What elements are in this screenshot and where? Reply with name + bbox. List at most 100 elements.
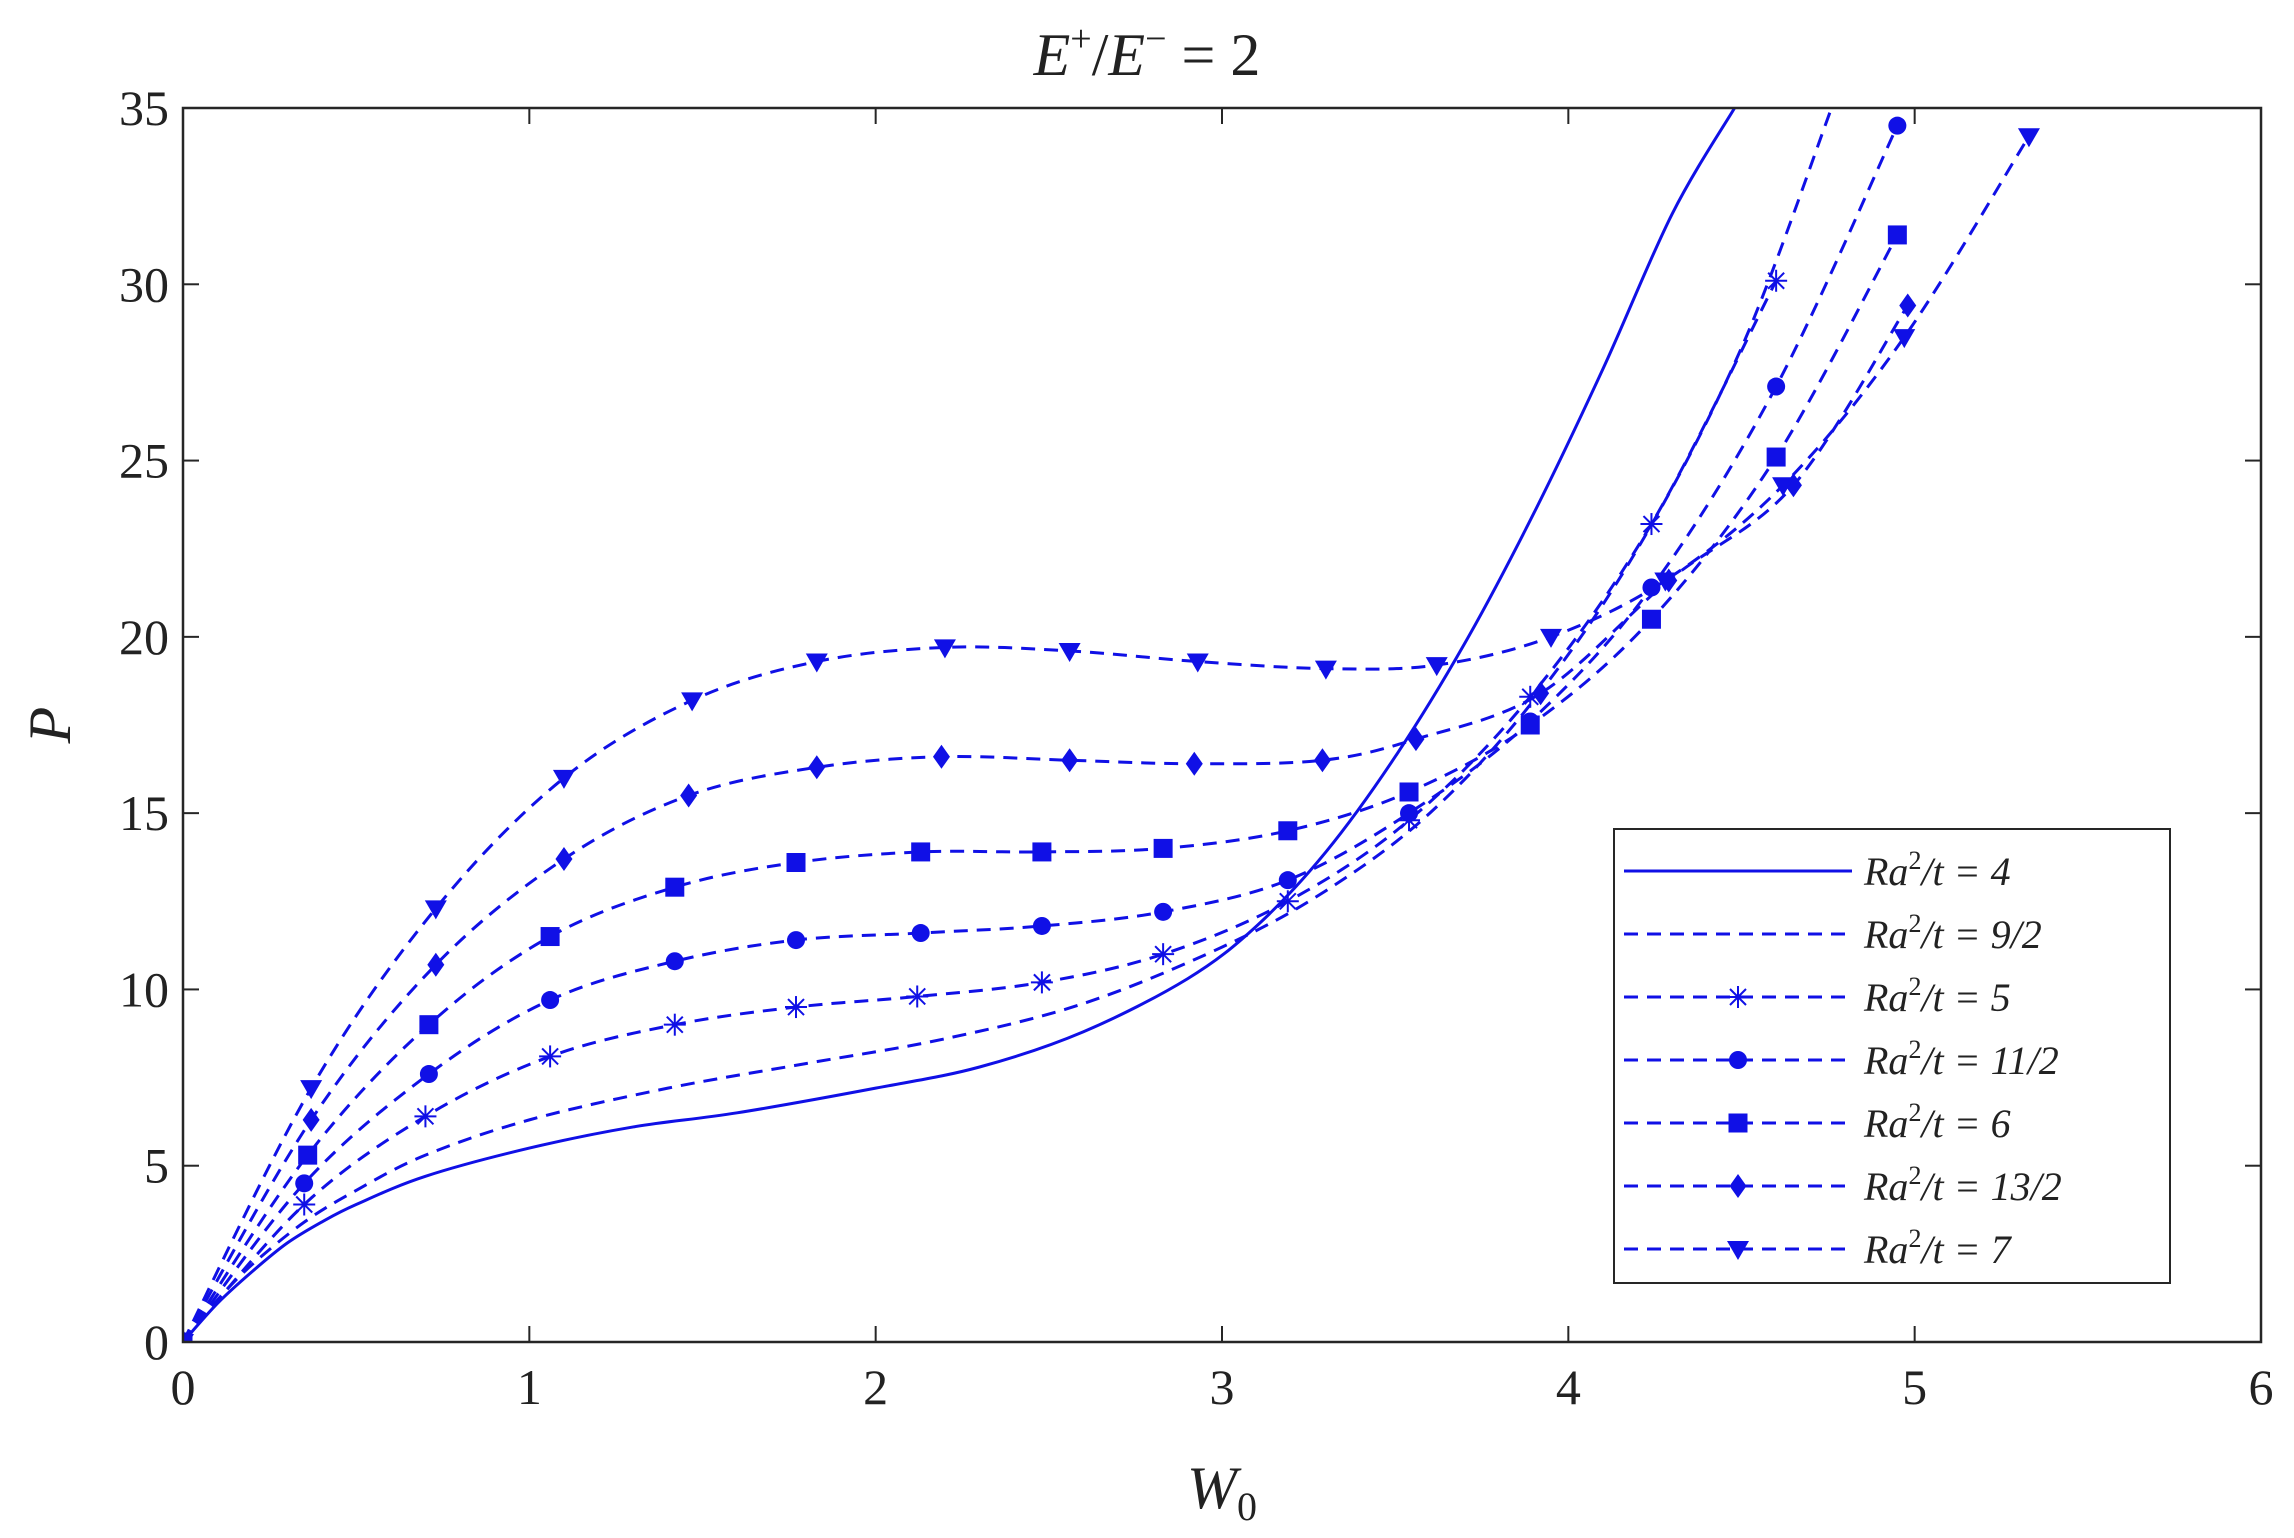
series-line — [183, 280, 1778, 1342]
data-point — [1032, 842, 1052, 862]
data-point — [555, 846, 573, 871]
legend-entry-3: Ra2/t = 5 — [1624, 972, 2011, 1020]
legend-entry-6: Ra2/t = 13/2 — [1624, 1161, 2062, 1209]
xlabel-sub: 0 — [1237, 1484, 1257, 1529]
data-point — [1765, 269, 1788, 292]
svg-text:E+/E− = 2: E+/E− = 2 — [1033, 18, 1261, 88]
data-point — [906, 985, 929, 1008]
data-point — [540, 927, 560, 947]
data-point — [933, 639, 956, 659]
title-eq: = 2 — [1167, 22, 1261, 88]
data-point — [663, 1013, 686, 1036]
legend-label: Ra2/t = 5 — [1863, 972, 2011, 1020]
data-point — [787, 931, 806, 950]
data-point — [681, 692, 704, 712]
data-point — [1313, 748, 1331, 773]
series-line — [183, 304, 1910, 1342]
y-tick-label: 5 — [144, 1138, 169, 1194]
x-tick-label: 6 — [2249, 1359, 2274, 1415]
y-tick-label: 20 — [119, 609, 169, 665]
data-point — [680, 783, 698, 808]
data-point — [1407, 727, 1425, 752]
series-7 — [183, 128, 2040, 1342]
series-5 — [183, 225, 1907, 1342]
data-point — [1532, 681, 1550, 706]
data-point — [932, 744, 950, 769]
data-point — [1030, 971, 1053, 994]
data-point — [665, 952, 684, 971]
data-point — [424, 900, 447, 920]
series-line — [183, 108, 1833, 1342]
legend-entry-1: Ra2/t = 4 — [1624, 846, 2011, 894]
data-point — [419, 1065, 438, 1084]
data-point — [1520, 715, 1540, 735]
svg-text:W0: W0 — [1187, 1455, 1257, 1529]
data-point — [414, 1105, 437, 1128]
plot-series — [183, 108, 2040, 1342]
data-point — [1278, 871, 1297, 890]
x-tick-label: 0 — [171, 1359, 196, 1415]
series-6 — [183, 293, 1917, 1342]
data-point — [1641, 609, 1661, 629]
legend-marker — [1729, 1051, 1747, 1069]
data-point — [539, 1045, 562, 1068]
data-point — [2017, 128, 2040, 148]
title-e2: E — [1107, 22, 1145, 88]
y-tick-label: 35 — [119, 80, 169, 136]
data-point — [1276, 890, 1299, 913]
data-point — [300, 1080, 323, 1100]
data-point — [1314, 660, 1337, 680]
data-point — [427, 952, 445, 977]
legend-marker — [1728, 1113, 1748, 1133]
data-point — [911, 924, 930, 943]
x-tick-label: 1 — [517, 1359, 542, 1415]
y-axis-label: P — [17, 707, 83, 745]
legend-entry-2: Ra2/t = 9/2 — [1624, 909, 2042, 957]
title-e: E — [1033, 22, 1071, 88]
data-point — [302, 1107, 320, 1132]
data-point — [808, 755, 826, 780]
data-point — [1888, 116, 1907, 135]
xlabel-main: W — [1187, 1455, 1242, 1521]
legend-label: Ra2/t = 11/2 — [1863, 1035, 2059, 1083]
data-point — [1772, 477, 1795, 497]
data-point — [1893, 329, 1916, 349]
data-point — [1899, 293, 1917, 318]
data-point — [419, 1015, 439, 1035]
y-tick-label: 10 — [119, 961, 169, 1017]
y-tick-label: 15 — [119, 785, 169, 841]
data-point — [1425, 657, 1448, 677]
legend-marker — [1729, 1174, 1747, 1198]
data-point — [805, 653, 828, 673]
data-point — [1152, 943, 1175, 966]
title-plus: + — [1070, 18, 1091, 60]
x-axis-label: W0 — [1187, 1455, 1257, 1529]
series-3 — [183, 269, 1788, 1342]
axes-ticks: 0 1 2 3 4 5 6 0 5 10 15 20 25 30 35 — [119, 80, 2274, 1415]
series-line — [183, 124, 1899, 1342]
data-point — [1540, 628, 1563, 648]
legend-entry-7: Ra2/t = 7 — [1624, 1224, 2013, 1272]
legend-box — [1613, 828, 2171, 1284]
title-slash: / — [1092, 22, 1109, 88]
data-point — [1399, 782, 1419, 802]
x-tick-label: 2 — [863, 1359, 888, 1415]
y-tick-label: 30 — [119, 256, 169, 312]
data-point — [1185, 751, 1203, 776]
data-point — [1278, 821, 1298, 841]
data-point — [1640, 513, 1663, 536]
data-point — [785, 996, 808, 1019]
legend-label: Ra2/t = 6 — [1863, 1098, 2011, 1146]
data-point — [298, 1145, 318, 1165]
title-minus: − — [1145, 18, 1166, 60]
x-tick-label: 3 — [1210, 1359, 1235, 1415]
y-tick-label: 25 — [119, 433, 169, 489]
legend: Ra2/t = 4 Ra2/t = 9/2 Ra2/t = 5 Ra2/t = 11/… — [1613, 828, 2171, 1284]
data-point — [1887, 225, 1907, 245]
chart-title: E+/E− = 2 — [1033, 18, 1261, 88]
data-point — [911, 842, 931, 862]
data-point — [183, 1334, 194, 1342]
data-point — [552, 769, 575, 789]
data-point — [786, 853, 806, 873]
